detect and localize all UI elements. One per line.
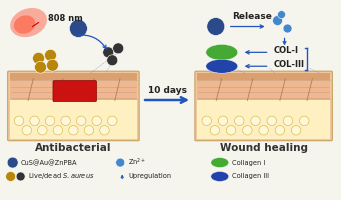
Circle shape [292, 126, 301, 135]
FancyBboxPatch shape [195, 71, 332, 141]
Ellipse shape [211, 158, 229, 168]
Circle shape [116, 158, 125, 167]
Circle shape [272, 16, 283, 26]
Text: COL-III: COL-III [273, 60, 305, 69]
Circle shape [107, 116, 117, 126]
Circle shape [103, 47, 114, 58]
Circle shape [107, 55, 118, 66]
Circle shape [84, 126, 94, 135]
Circle shape [46, 59, 58, 71]
FancyArrowPatch shape [231, 25, 264, 28]
Ellipse shape [206, 59, 238, 73]
Circle shape [92, 116, 101, 126]
Ellipse shape [14, 15, 35, 34]
Bar [10, 73, 137, 81]
FancyArrowPatch shape [283, 38, 286, 44]
Text: Wound healing: Wound healing [220, 143, 308, 153]
Bar [197, 80, 330, 99]
Ellipse shape [206, 44, 238, 60]
Text: Upregulation: Upregulation [128, 173, 171, 179]
Circle shape [6, 172, 16, 181]
Circle shape [283, 24, 292, 33]
FancyBboxPatch shape [8, 71, 139, 141]
Circle shape [38, 126, 47, 135]
Text: Release: Release [232, 12, 271, 21]
Text: Collagen III: Collagen III [232, 173, 269, 179]
Circle shape [243, 126, 252, 135]
Circle shape [278, 11, 285, 19]
Circle shape [113, 43, 124, 54]
Circle shape [267, 116, 277, 126]
Text: COL-I: COL-I [273, 46, 299, 55]
FancyArrowPatch shape [77, 35, 106, 49]
Circle shape [275, 126, 285, 135]
Text: 10 days: 10 days [148, 86, 187, 95]
FancyArrowPatch shape [246, 65, 267, 68]
Circle shape [218, 116, 228, 126]
Circle shape [61, 116, 70, 126]
Circle shape [76, 116, 86, 126]
Bar [10, 80, 137, 99]
Circle shape [207, 18, 225, 35]
Text: Live/dead $\it{S. aureus}$: Live/dead $\it{S. aureus}$ [28, 171, 94, 181]
Ellipse shape [211, 172, 229, 181]
Circle shape [202, 116, 211, 126]
Circle shape [226, 126, 236, 135]
Circle shape [210, 126, 220, 135]
Circle shape [283, 116, 293, 126]
Circle shape [34, 61, 46, 73]
Text: Collagen I: Collagen I [232, 160, 265, 166]
Circle shape [53, 126, 63, 135]
Circle shape [16, 172, 25, 181]
Circle shape [235, 116, 244, 126]
Circle shape [30, 116, 39, 126]
Circle shape [299, 116, 309, 126]
Text: Zn$^{2+}$: Zn$^{2+}$ [128, 157, 146, 168]
Bar [197, 73, 330, 81]
Circle shape [251, 116, 260, 126]
Circle shape [100, 126, 109, 135]
FancyArrowPatch shape [121, 176, 123, 179]
Circle shape [70, 20, 87, 37]
Text: 808 nm: 808 nm [48, 14, 83, 23]
Bar [197, 99, 330, 139]
Circle shape [14, 116, 24, 126]
Circle shape [7, 157, 18, 168]
Text: CuS@Au@ZnPBA: CuS@Au@ZnPBA [20, 159, 77, 166]
Circle shape [259, 126, 268, 135]
Ellipse shape [10, 8, 47, 37]
Circle shape [32, 52, 45, 64]
FancyBboxPatch shape [53, 81, 97, 102]
Text: Antibacterial: Antibacterial [35, 143, 112, 153]
Circle shape [22, 126, 31, 135]
FancyArrowPatch shape [246, 51, 267, 54]
Circle shape [45, 49, 57, 61]
Circle shape [45, 116, 55, 126]
Circle shape [69, 126, 78, 135]
Bar [10, 99, 137, 139]
